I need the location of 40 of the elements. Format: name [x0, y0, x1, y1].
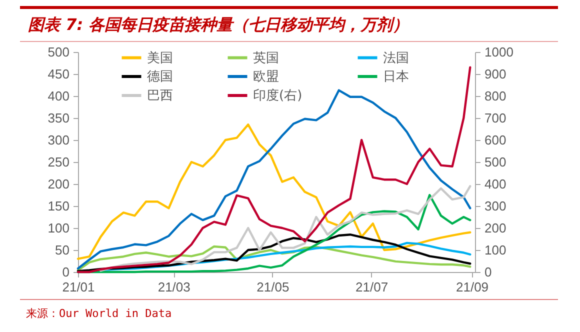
x-tick-label: 21/07: [356, 280, 388, 294]
y-tick-label: 300: [48, 132, 70, 148]
y-tick-label: 200: [48, 176, 70, 192]
source-note: 来源：Our World in Data: [20, 299, 558, 327]
y-tick-label: 100: [48, 220, 70, 236]
x-tick-label: 21/03: [158, 280, 190, 294]
y2-tick-label: 600: [484, 132, 506, 148]
y2-tick-label: 400: [484, 176, 506, 192]
y2-tick-label: 800: [484, 88, 506, 104]
y-tick-label: 350: [48, 110, 70, 126]
y2-tick-label: 900: [484, 66, 506, 82]
y-tick-label: 450: [48, 66, 70, 82]
y-tick-label: 250: [48, 154, 70, 170]
legend-label: 法国: [383, 50, 409, 66]
legend-label: 英国: [253, 50, 279, 66]
y2-tick-label: 700: [484, 110, 506, 126]
legend-label: 印度(右): [253, 88, 302, 104]
y2-tick-label: 0: [484, 264, 492, 280]
line-series: [100, 185, 472, 272]
y-tick-label: 500: [48, 44, 70, 60]
x-tick-label: 21/09: [456, 280, 489, 294]
legend-label: 巴西: [147, 88, 173, 104]
y2-tick-label: 500: [484, 154, 506, 170]
legend-label: 美国: [147, 50, 173, 66]
line-series: [76, 234, 472, 272]
y-tick-label: 400: [48, 88, 70, 104]
y2-tick-label: 300: [484, 198, 506, 214]
y2-tick-label: 1000: [484, 44, 514, 60]
y2-tick-label: 200: [484, 220, 506, 236]
y-tick-label: 150: [48, 198, 70, 214]
line-series: [76, 124, 472, 260]
y-tick-label: 50: [55, 242, 70, 258]
legend-label: 欧盟: [253, 70, 279, 84]
chart-title: 图表 7: 各国每日疫苗接种量（七日移动平均，万剂）: [20, 6, 558, 42]
legend-label: 德国: [147, 70, 173, 84]
legend-label: 日本: [383, 70, 409, 84]
y-tick-label: 0: [62, 264, 70, 280]
x-tick-label: 21/05: [256, 280, 290, 294]
y2-tick-label: 100: [484, 242, 506, 258]
x-tick-label: 21/01: [62, 280, 95, 294]
